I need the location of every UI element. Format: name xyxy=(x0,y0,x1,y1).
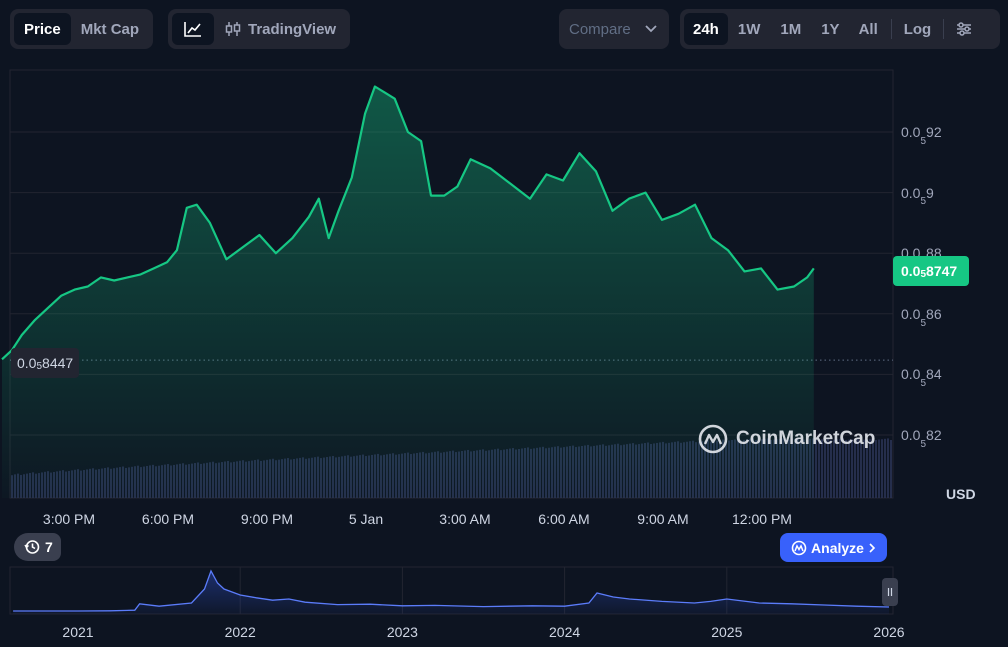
volume-bar xyxy=(860,440,862,498)
volume-bar xyxy=(851,439,853,498)
open-price-rest: 8447 xyxy=(42,355,74,371)
current-price-rest: 8747 xyxy=(926,263,958,279)
current-price-sub: 5 xyxy=(920,268,927,280)
volume-bar xyxy=(878,439,880,498)
current-price-prefix: 0.0 xyxy=(901,263,921,279)
volume-bar xyxy=(821,439,823,498)
analyze-label: Analyze xyxy=(811,539,864,556)
volume-bar xyxy=(845,440,847,498)
overview-year-label: 2025 xyxy=(711,624,743,640)
coinmarketcap-logo: CoinMarketCap xyxy=(698,424,875,454)
y-tick-label: 0.0584 xyxy=(901,366,942,390)
volume-bar xyxy=(875,440,877,498)
volume-bar xyxy=(887,438,889,498)
volume-bar xyxy=(890,440,892,498)
history-button[interactable]: 7 xyxy=(14,533,61,561)
volume-bar xyxy=(854,438,856,498)
volume-bar xyxy=(863,439,865,498)
volume-bar xyxy=(866,439,868,498)
volume-bar xyxy=(815,440,817,498)
range-1w[interactable]: 1W xyxy=(737,20,761,38)
chart-style-toggle: TradingView xyxy=(168,9,351,49)
volume-bar xyxy=(884,438,886,498)
toolbar-divider xyxy=(943,19,945,39)
price-tab[interactable]: Price xyxy=(14,13,71,45)
price-line xyxy=(1,85,815,361)
y-tick-label: 0.0586 xyxy=(901,305,942,329)
volume-bar xyxy=(881,439,883,498)
overview-year-label: 2024 xyxy=(549,624,581,640)
open-price-tag: 0.0 5 8447 xyxy=(11,348,80,378)
tradingview-button[interactable]: TradingView xyxy=(214,13,346,45)
settings-button[interactable] xyxy=(948,13,980,45)
price-area-fill xyxy=(2,86,814,498)
overview-year-label: 2021 xyxy=(62,624,94,640)
tradingview-label: TradingView xyxy=(248,20,337,38)
candlestick-icon xyxy=(225,22,241,36)
volume-bar xyxy=(836,439,838,498)
range-1y[interactable]: 1Y xyxy=(821,20,840,38)
y-tick-label: 0.0582 xyxy=(901,427,942,450)
range-drag-handle[interactable] xyxy=(882,578,898,606)
open-price-sub: 5 xyxy=(36,360,43,372)
x-tick-label: 5 Jan xyxy=(348,511,384,527)
chevron-right-icon xyxy=(869,542,876,553)
currency-label: USD xyxy=(946,486,976,502)
compare-label: Compare xyxy=(569,20,631,38)
toolbar-divider xyxy=(890,19,892,39)
overview-line xyxy=(13,569,890,612)
range-all[interactable]: All xyxy=(858,20,878,38)
analyze-button[interactable]: Analyze xyxy=(780,533,887,562)
overview-year-label: 2026 xyxy=(873,624,905,640)
line-chart-button[interactable] xyxy=(172,13,214,45)
current-price-tag: 0.0 5 8747 xyxy=(893,256,969,286)
grip-icon xyxy=(887,588,893,596)
volume-bar xyxy=(824,438,826,498)
log-scale-button[interactable]: Log xyxy=(903,20,932,38)
volume-bar xyxy=(830,440,832,498)
compare-dropdown[interactable]: Compare xyxy=(559,9,669,49)
overview-year-label: 2022 xyxy=(224,624,256,640)
range-selector: 24h 1W 1M 1Y All Log xyxy=(680,9,1000,49)
metric-toggle: Price Mkt Cap xyxy=(10,9,154,49)
volume-bar xyxy=(839,438,841,498)
x-tick-label: 9:00 AM xyxy=(637,511,689,527)
history-count: 7 xyxy=(45,539,53,555)
sliders-icon xyxy=(957,22,972,36)
range-24h[interactable]: 24h xyxy=(684,13,728,45)
volume-bar xyxy=(818,439,820,498)
open-price-prefix: 0.0 xyxy=(17,355,37,371)
x-tick-label: 12:00 PM xyxy=(732,511,792,527)
mktcap-tab[interactable]: Mkt Cap xyxy=(80,20,140,38)
x-tick-label: 6:00 PM xyxy=(141,511,195,527)
y-tick-label: 0.059 xyxy=(901,184,934,208)
x-tick-label: 3:00 AM xyxy=(439,511,491,527)
x-tick-label: 6:00 AM xyxy=(538,511,590,527)
volume-bar xyxy=(827,438,829,498)
watermark-text: CoinMarketCap xyxy=(736,428,876,449)
volume-bar xyxy=(872,438,874,498)
range-1m[interactable]: 1M xyxy=(780,20,802,38)
coinmarketcap-icon xyxy=(698,424,728,454)
volume-bar xyxy=(869,438,871,498)
y-tick-label: 0.0592 xyxy=(901,124,942,147)
volume-bar xyxy=(857,438,859,498)
analyze-icon xyxy=(791,540,807,555)
overview-area-fill xyxy=(13,571,890,614)
volume-bar xyxy=(848,439,850,498)
volume-bar xyxy=(842,438,844,498)
line-chart-icon xyxy=(184,22,201,37)
x-tick-label: 3:00 PM xyxy=(42,511,96,527)
x-tick-label: 9:00 PM xyxy=(240,511,294,527)
overview-year-label: 2023 xyxy=(386,624,418,640)
chevron-down-icon xyxy=(645,25,657,33)
history-icon xyxy=(24,540,40,554)
volume-bar xyxy=(833,439,835,498)
